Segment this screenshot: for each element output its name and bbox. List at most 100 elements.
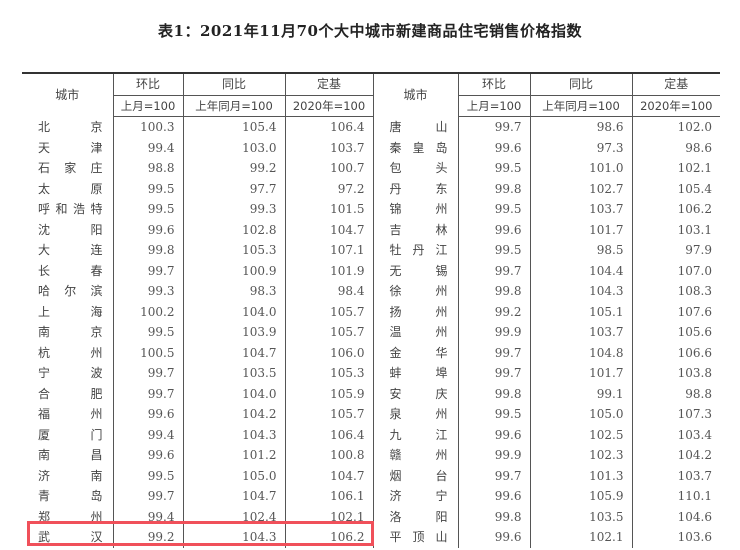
mom-value: 99.8 <box>457 383 530 404</box>
city-name: 上海 <box>38 304 103 319</box>
base-value: 105.6 <box>631 322 720 343</box>
mom-value: 99.5 <box>112 178 183 199</box>
header-mom: 环比 <box>112 72 183 95</box>
city-name: 吉林 <box>372 219 458 240</box>
table-row: 郑州 99.4 102.4 102.1 洛阳 99.8 103.5 104.6 <box>22 506 720 527</box>
city-name: 烟台 <box>372 465 458 486</box>
base-value: 106.4 <box>284 424 373 445</box>
header-yoy: 同比 <box>529 72 632 95</box>
base-value: 103.6 <box>631 527 720 548</box>
header-base-sub: 2020年=100 <box>631 94 720 117</box>
header-yoy-sub: 上年同月=100 <box>529 94 632 117</box>
yoy-value: 102.5 <box>529 424 632 445</box>
base-value: 107.1 <box>284 240 373 261</box>
city-name: 长春 <box>38 263 103 278</box>
mom-value: 99.5 <box>112 322 183 343</box>
mom-value: 99.5 <box>112 465 183 486</box>
city-name: 济南 <box>38 468 103 483</box>
base-value: 107.6 <box>631 301 720 322</box>
table-row: 杭州 100.5 104.7 106.0 金华 99.7 104.8 106.6 <box>22 342 720 363</box>
city-name: 南昌 <box>38 448 103 463</box>
mom-value: 99.4 <box>112 506 183 527</box>
yoy-value: 98.3 <box>182 281 285 302</box>
base-value: 105.4 <box>631 178 720 199</box>
mom-value: 99.6 <box>457 527 530 548</box>
base-value: 104.7 <box>284 219 373 240</box>
table-row: 宁波 99.7 103.5 105.3 蚌埠 99.7 101.7 103.8 <box>22 363 720 384</box>
base-value: 106.6 <box>631 342 720 363</box>
city-name: 无锡 <box>372 260 458 281</box>
yoy-value: 102.4 <box>182 506 285 527</box>
yoy-value: 105.9 <box>529 486 632 507</box>
city-name: 温州 <box>372 322 458 343</box>
mom-value: 99.5 <box>457 199 530 220</box>
city-name: 哈尔滨 <box>38 284 103 299</box>
mom-value: 99.6 <box>112 445 183 466</box>
table-row: 沈阳 99.6 102.8 104.7 吉林 99.6 101.7 103.1 <box>22 219 720 240</box>
mom-value: 99.7 <box>457 260 530 281</box>
base-value: 105.7 <box>284 404 373 425</box>
table-row: 太原 99.5 97.7 97.2 丹东 99.8 102.7 105.4 <box>22 178 720 199</box>
base-value: 106.1 <box>284 486 373 507</box>
city-name: 大连 <box>38 243 103 258</box>
table-row: 南京 99.5 103.9 105.7 温州 99.9 103.7 105.6 <box>22 322 720 343</box>
mom-value: 99.9 <box>457 445 530 466</box>
mom-value: 99.6 <box>457 424 530 445</box>
mom-value: 99.4 <box>112 424 183 445</box>
mom-value: 99.5 <box>457 158 530 179</box>
yoy-value: 104.3 <box>182 424 285 445</box>
table-row: 青岛 99.7 104.7 106.1 济宁 99.6 105.9 110.1 <box>22 486 720 507</box>
mom-value: 99.8 <box>457 281 530 302</box>
mom-value: 99.7 <box>112 363 183 384</box>
mom-value: 99.7 <box>457 363 530 384</box>
yoy-value: 103.7 <box>529 199 632 220</box>
city-name: 宁波 <box>38 366 103 381</box>
mom-value: 98.8 <box>112 158 183 179</box>
mom-value: 99.8 <box>112 240 183 261</box>
base-value: 105.7 <box>284 301 373 322</box>
base-value: 100.7 <box>284 158 373 179</box>
city-name: 石家庄 <box>38 161 103 176</box>
header-city: 城市 <box>372 72 458 117</box>
yoy-value: 105.4 <box>182 116 285 138</box>
table-row: 武汉 99.2 104.3 106.2 平顶山 99.6 102.1 103.6 <box>22 527 720 548</box>
yoy-value: 103.0 <box>182 137 285 158</box>
mom-value: 99.7 <box>457 116 530 138</box>
header-city: 城市 <box>22 72 113 117</box>
yoy-value: 105.0 <box>529 404 632 425</box>
city-name: 扬州 <box>372 301 458 322</box>
mom-value: 99.6 <box>112 219 183 240</box>
base-value: 102.1 <box>631 158 720 179</box>
mom-value: 99.4 <box>112 137 183 158</box>
mom-value: 99.6 <box>457 219 530 240</box>
mom-value: 99.7 <box>457 465 530 486</box>
base-value: 104.7 <box>284 465 373 486</box>
mom-value: 99.3 <box>112 281 183 302</box>
city-name: 唐山 <box>372 116 458 138</box>
city-name: 蚌埠 <box>372 363 458 384</box>
table-row: 上海 100.2 104.0 105.7 扬州 99.2 105.1 107.6 <box>22 301 720 322</box>
mom-value: 99.6 <box>457 137 530 158</box>
city-name: 天津 <box>38 140 103 155</box>
base-value: 101.9 <box>284 260 373 281</box>
base-value: 103.7 <box>631 465 720 486</box>
table-row: 长春 99.7 100.9 101.9 无锡 99.7 104.4 107.0 <box>22 260 720 281</box>
yoy-value: 104.0 <box>182 383 285 404</box>
header-mom-sub: 上月=100 <box>457 94 530 117</box>
base-value: 100.8 <box>284 445 373 466</box>
city-name: 锦州 <box>372 199 458 220</box>
city-name: 福州 <box>38 407 103 422</box>
city-name: 安庆 <box>372 383 458 404</box>
base-value: 108.3 <box>631 281 720 302</box>
base-value: 103.8 <box>631 363 720 384</box>
table-row: 北京 100.3 105.4 106.4 唐山 99.7 98.6 102.0 <box>22 116 720 138</box>
city-name: 青岛 <box>38 489 103 504</box>
mom-value: 99.7 <box>457 342 530 363</box>
yoy-value: 104.7 <box>182 342 285 363</box>
header-yoy: 同比 <box>182 72 285 95</box>
city-name: 杭州 <box>38 345 103 360</box>
base-value: 105.9 <box>284 383 373 404</box>
base-value: 104.6 <box>631 506 720 527</box>
base-value: 106.0 <box>284 342 373 363</box>
base-value: 107.0 <box>631 260 720 281</box>
